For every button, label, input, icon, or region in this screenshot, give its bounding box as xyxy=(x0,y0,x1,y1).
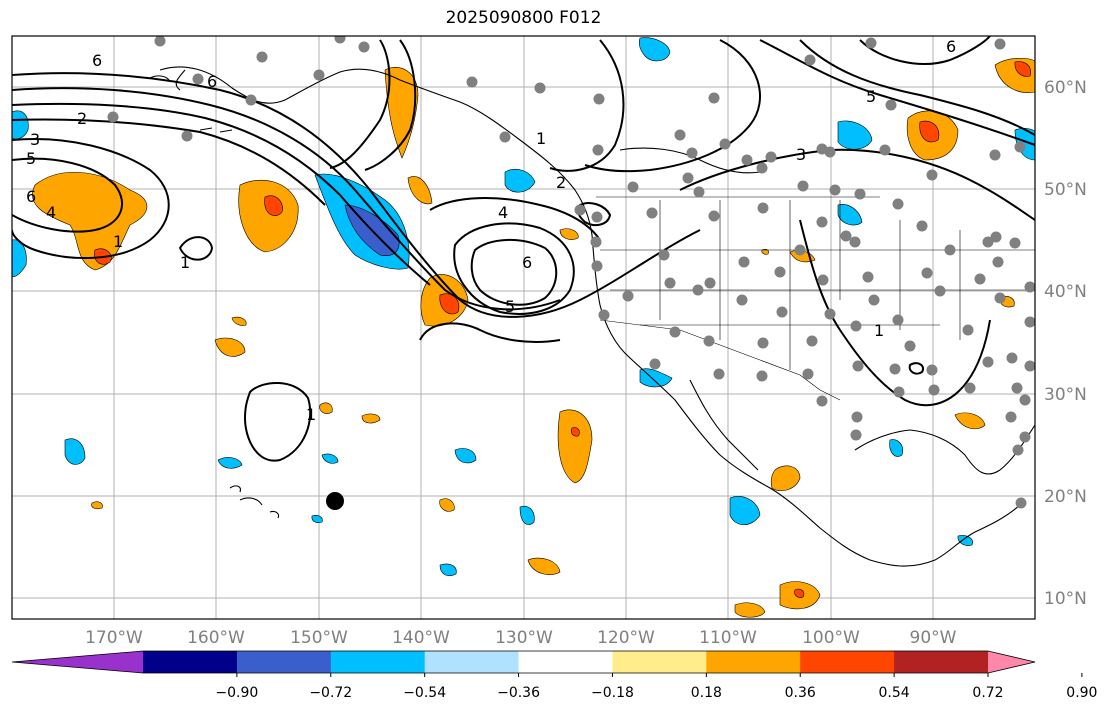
lon-label: 100°W xyxy=(802,628,860,648)
colorbar xyxy=(11,650,1036,674)
colorbar-tick-label: −0.90 xyxy=(215,685,258,701)
graticule xyxy=(12,36,1035,619)
longitude-labels: 170°W 160°W 150°W 140°W 130°W 120°W 110°… xyxy=(85,628,957,648)
contour-label: 6 xyxy=(92,51,102,70)
lon-label: 170°W xyxy=(85,628,143,648)
colorbar-bin xyxy=(612,651,707,673)
colorbar-bin xyxy=(424,651,520,673)
boundaries xyxy=(596,196,1035,401)
lon-label: 90°W xyxy=(910,628,957,648)
coastlines xyxy=(149,66,1035,567)
lon-label: 120°W xyxy=(597,628,655,648)
contour-label: 5 xyxy=(866,87,876,106)
colorbar-bin xyxy=(236,651,332,673)
contour-label: 5 xyxy=(505,297,515,316)
colorbar-tick-label: −0.18 xyxy=(591,685,634,701)
colorbar-tick-label: 0.72 xyxy=(972,685,1003,701)
lat-label: 20°N xyxy=(1044,487,1087,507)
contour-label: 5 xyxy=(26,149,36,168)
colorbar-bin xyxy=(800,651,895,673)
location-marker xyxy=(326,492,344,510)
lat-label: 40°N xyxy=(1044,282,1087,302)
lat-label: 10°N xyxy=(1044,589,1087,609)
lat-label: 50°N xyxy=(1044,180,1087,200)
lon-label: 140°W xyxy=(392,628,450,648)
latitude-labels: 60°N 50°N 40°N 30°N 20°N 10°N xyxy=(1044,78,1087,609)
colorbar-tick-label: 0.90 xyxy=(1066,685,1097,701)
colorbar-bin xyxy=(518,651,613,673)
map-title: 2025090800 F012 xyxy=(445,8,602,28)
colorbar-bin xyxy=(894,651,989,673)
colorbar-tick-label: −0.36 xyxy=(497,685,540,701)
contour-label: 1 xyxy=(113,232,123,251)
contour-label: 3 xyxy=(796,145,806,164)
contours xyxy=(12,36,1035,462)
contour-label: 1 xyxy=(180,253,190,272)
contour-label: 2 xyxy=(77,109,87,128)
colorbar-bin xyxy=(706,651,801,673)
lat-label: 60°N xyxy=(1044,78,1087,98)
colorbar-extend-high xyxy=(988,651,1035,673)
colorbar-extend-low xyxy=(12,651,143,673)
lon-label: 150°W xyxy=(290,628,348,648)
lon-label: 160°W xyxy=(187,628,245,648)
contour-label: 6 xyxy=(522,253,532,272)
contour-label: 6 xyxy=(946,37,956,56)
colorbar-tick-label: 0.54 xyxy=(879,685,910,701)
contour-label: 1 xyxy=(306,405,316,424)
contour-label: 2 xyxy=(556,173,566,192)
lon-label: 130°W xyxy=(495,628,553,648)
contour-label: 1 xyxy=(874,321,884,340)
station-dots xyxy=(107,36,1035,509)
colorbar-tick-label: 0.36 xyxy=(785,685,816,701)
colorbar-labels: −0.90 −0.72 −0.54 −0.36 −0.18 0.18 0.36 0.54 0.7… xyxy=(215,673,1097,701)
contour-label: 6 xyxy=(207,72,217,91)
colorbar-bin xyxy=(330,651,426,673)
colorbar-tick-label: 0.18 xyxy=(691,685,722,701)
contour-label: 3 xyxy=(30,130,40,149)
contour-labels: 6 6 2 3 5 6 4 1 1 4 6 5 2 3 5 6 1 1 1 xyxy=(26,37,956,424)
lat-label: 30°N xyxy=(1044,385,1087,405)
map-frame xyxy=(11,35,1036,620)
contour-label: 4 xyxy=(46,203,56,222)
contour-label: 1 xyxy=(536,129,546,148)
colorbar-outline xyxy=(11,650,1036,674)
contour-label: 4 xyxy=(498,203,508,222)
colorbar-bin xyxy=(143,651,238,673)
colorbar-tick-label: −0.72 xyxy=(309,685,352,701)
colorbar-tick-label: −0.54 xyxy=(403,685,446,701)
contour-label: 6 xyxy=(26,187,36,206)
lon-label: 110°W xyxy=(699,628,757,648)
